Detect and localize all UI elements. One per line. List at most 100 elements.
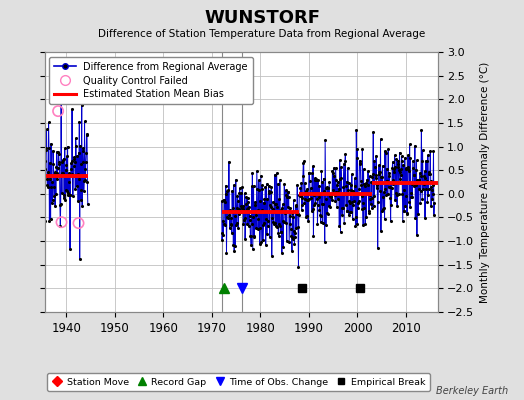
Point	[227, 230, 236, 236]
Point	[83, 130, 91, 137]
Point	[45, 144, 53, 151]
Point	[421, 214, 429, 221]
Point	[45, 119, 53, 126]
Point	[263, 231, 271, 237]
Point	[72, 171, 81, 178]
Point	[353, 146, 362, 152]
Point	[295, 192, 303, 198]
Point	[280, 207, 289, 214]
Point	[357, 181, 365, 188]
Point	[328, 190, 336, 197]
Point	[81, 176, 89, 183]
Point	[80, 178, 89, 184]
Point	[224, 187, 232, 194]
Point	[384, 146, 392, 152]
Point	[366, 196, 374, 202]
Point	[329, 187, 337, 194]
Point	[324, 202, 333, 209]
Point	[390, 169, 398, 175]
Point	[331, 192, 339, 198]
Point	[45, 217, 53, 224]
Point	[320, 187, 329, 194]
Point	[300, 191, 309, 197]
Point	[310, 192, 319, 198]
Point	[335, 157, 344, 163]
Point	[393, 203, 401, 209]
Point	[230, 182, 238, 188]
Point	[396, 176, 405, 182]
Point	[342, 183, 350, 190]
Point	[427, 203, 435, 209]
Point	[333, 179, 342, 185]
Point	[254, 226, 262, 232]
Point	[324, 185, 332, 191]
Point	[275, 196, 283, 202]
Point	[369, 129, 377, 135]
Point	[247, 233, 255, 239]
Point	[427, 184, 435, 190]
Point	[284, 189, 292, 196]
Point	[414, 211, 422, 217]
Point	[400, 155, 409, 161]
Point	[281, 210, 289, 216]
Point	[399, 162, 407, 168]
Point	[416, 200, 424, 206]
Point	[68, 158, 77, 164]
Point	[330, 190, 338, 196]
Point	[266, 203, 275, 210]
Point	[308, 170, 316, 176]
Point	[283, 189, 292, 195]
Point	[421, 174, 430, 181]
Point	[333, 204, 341, 210]
Point	[383, 178, 391, 184]
Point	[408, 194, 416, 200]
Point	[331, 198, 340, 204]
Point	[342, 178, 351, 185]
Point	[279, 218, 288, 224]
Point	[61, 167, 70, 173]
Point	[413, 177, 421, 184]
Point	[351, 175, 359, 182]
Point	[419, 180, 427, 186]
Point	[345, 198, 354, 204]
Point	[330, 173, 339, 179]
Point	[360, 181, 368, 187]
Point	[286, 221, 294, 227]
Point	[368, 174, 377, 181]
Point	[270, 201, 279, 207]
Point	[244, 205, 252, 211]
Point	[301, 214, 310, 220]
Point	[314, 202, 322, 208]
Point	[383, 166, 391, 172]
Point	[268, 252, 276, 259]
Point	[51, 202, 59, 209]
Point	[363, 176, 371, 183]
Point	[397, 172, 405, 178]
Point	[294, 212, 303, 218]
Point	[417, 173, 425, 179]
Point	[388, 185, 396, 191]
Point	[254, 216, 263, 223]
Point	[246, 232, 255, 239]
Point	[280, 219, 288, 225]
Point	[307, 194, 315, 201]
Point	[409, 172, 418, 179]
Legend: Station Move, Record Gap, Time of Obs. Change, Empirical Break: Station Move, Record Gap, Time of Obs. C…	[47, 373, 430, 391]
Point	[84, 201, 92, 208]
Point	[368, 204, 376, 211]
Point	[250, 233, 258, 240]
Point	[325, 179, 333, 185]
Point	[402, 166, 411, 172]
Point	[341, 151, 350, 158]
Point	[315, 183, 323, 190]
Point	[351, 182, 359, 189]
Point	[68, 171, 76, 177]
Point	[355, 185, 363, 192]
Point	[290, 241, 299, 248]
Point	[285, 239, 293, 246]
Point	[291, 234, 299, 240]
Point	[344, 180, 353, 186]
Point	[231, 213, 239, 220]
Point	[354, 204, 362, 211]
Point	[369, 202, 378, 209]
